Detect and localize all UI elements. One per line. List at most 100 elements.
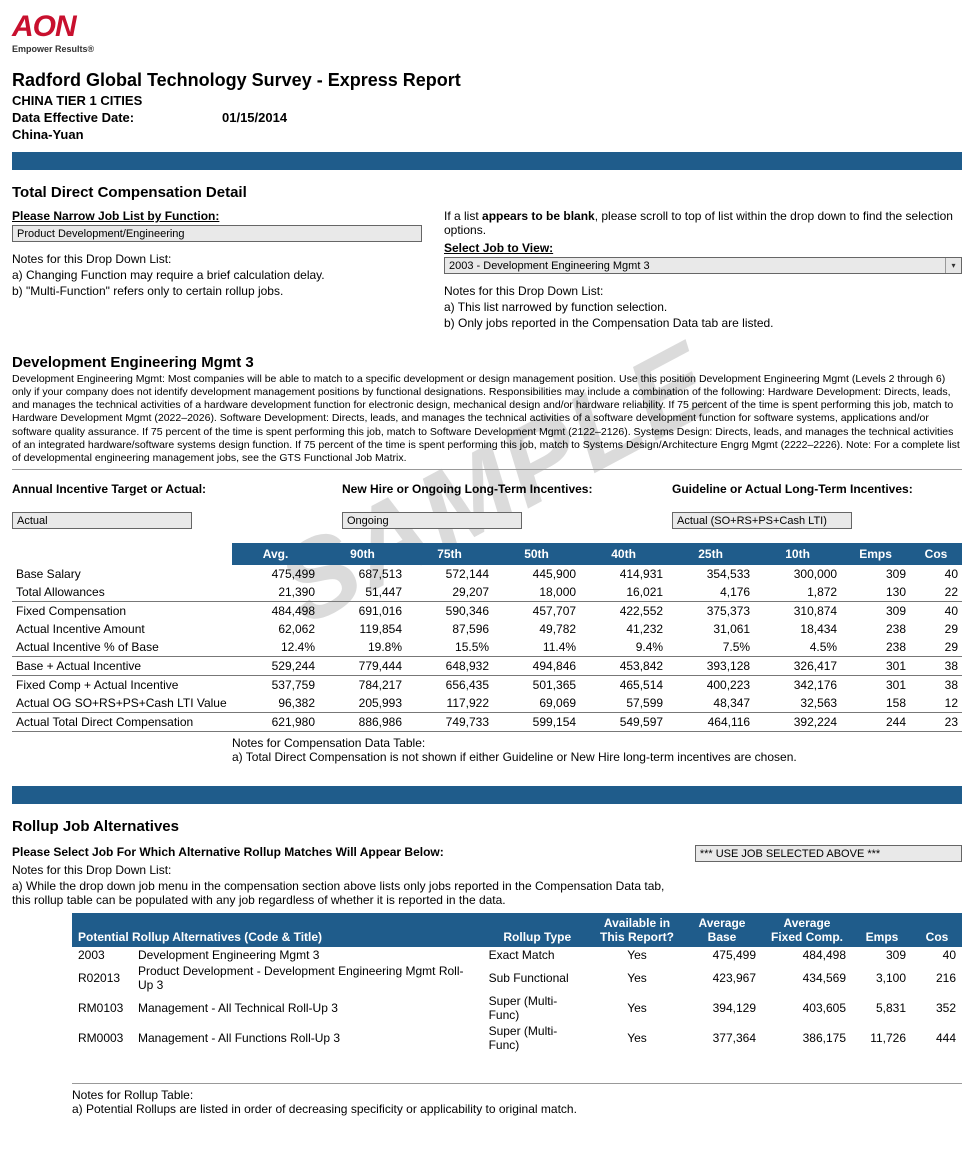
comp-cell: 309 [841, 601, 910, 620]
comp-cell: 158 [841, 694, 910, 713]
hint-bold: appears to be blank [482, 209, 595, 223]
comp-cell: 590,346 [406, 601, 493, 620]
function-filter-label: Please Narrow Job List by Function: [12, 209, 422, 223]
rollup-cell: 444 [912, 1023, 962, 1053]
comp-cell: 238 [841, 620, 910, 638]
job-select[interactable]: 2003 - Development Engineering Mgmt 3 ▾ [444, 257, 962, 274]
rollup-cell: Product Development - Development Engine… [132, 963, 483, 993]
comp-cell: 11.4% [493, 638, 580, 657]
comp-cell: 393,128 [667, 656, 754, 675]
comp-cell: 29 [910, 620, 962, 638]
comp-cell: 691,016 [319, 601, 406, 620]
rollup-select-note: a) While the drop down job menu in the c… [12, 879, 665, 907]
rollup-cell: 394,129 [682, 993, 762, 1023]
rollup-cell: 352 [912, 993, 962, 1023]
rollup-cell: Sub Functional [483, 963, 592, 993]
table-row: 2003Development Engineering Mgmt 3Exact … [72, 947, 962, 963]
comp-th: 50th [493, 543, 580, 565]
rollup-cell: 40 [912, 947, 962, 963]
comp-cell: 375,373 [667, 601, 754, 620]
comp-cell: 51,447 [319, 583, 406, 602]
rollup-cell: RM0103 [72, 993, 132, 1023]
comp-row-label: Actual OG SO+RS+PS+Cash LTI Value [12, 694, 232, 713]
lti-basis-select[interactable]: Actual (SO+RS+PS+Cash LTI) [672, 512, 852, 529]
comp-cell: 18,000 [493, 583, 580, 602]
comp-row-label: Actual Incentive % of Base [12, 638, 232, 657]
effective-date-label: Data Effective Date: [12, 110, 222, 125]
rollup-cell: Super (Multi-Func) [483, 993, 592, 1023]
comp-notes-heading: Notes for Compensation Data Table: [232, 736, 962, 750]
comp-cell: 342,176 [754, 675, 841, 694]
comp-cell: 21,390 [232, 583, 319, 602]
comp-cell: 4.5% [754, 638, 841, 657]
lti-timing-label: New Hire or Ongoing Long-Term Incentives… [342, 482, 632, 496]
comp-cell: 40 [910, 565, 962, 583]
hint-text: If a list [444, 209, 482, 223]
comp-cell: 784,217 [319, 675, 406, 694]
rollup-job-select[interactable]: *** USE JOB SELECTED ABOVE *** [695, 845, 962, 862]
function-filter-select[interactable]: Product Development/Engineering [12, 225, 422, 242]
comp-cell: 57,599 [580, 694, 667, 713]
comp-cell: 15.5% [406, 638, 493, 657]
comp-cell: 445,900 [493, 565, 580, 583]
comp-row-label: Fixed Compensation [12, 601, 232, 620]
lti-basis-label: Guideline or Actual Long-Term Incentives… [672, 482, 962, 496]
comp-cell: 31,061 [667, 620, 754, 638]
rollup-cell: 11,726 [852, 1023, 912, 1053]
comp-cell: 96,382 [232, 694, 319, 713]
comp-cell: 130 [841, 583, 910, 602]
rollup-cell: Yes [592, 1023, 682, 1053]
comp-cell: 4,176 [667, 583, 754, 602]
rollup-th-type: Rollup Type [483, 913, 592, 947]
comp-row-label: Total Allowances [12, 583, 232, 602]
rollup-cell: Yes [592, 993, 682, 1023]
comp-cell: 621,980 [232, 712, 319, 731]
comp-th: Emps [841, 543, 910, 565]
incentive-type-select[interactable]: Actual [12, 512, 192, 529]
comp-th [12, 543, 232, 565]
function-notes-heading: Notes for this Drop Down List: [12, 252, 422, 266]
comp-cell: 599,154 [493, 712, 580, 731]
report-region: CHINA TIER 1 CITIES [12, 93, 962, 108]
dropdown-icon[interactable]: ▾ [945, 258, 961, 273]
comp-cell: 12.4% [232, 638, 319, 657]
comp-cell: 12 [910, 694, 962, 713]
comp-cell: 7.5% [667, 638, 754, 657]
function-note: a) Changing Function may require a brief… [12, 268, 422, 282]
rollup-cell: 386,175 [762, 1023, 852, 1053]
comp-cell: 49,782 [493, 620, 580, 638]
comp-cell: 244 [841, 712, 910, 731]
rollup-cell: 377,364 [682, 1023, 762, 1053]
rollup-cell: Yes [592, 947, 682, 963]
comp-cell: 301 [841, 675, 910, 694]
rollup-th-base: Average Base [682, 913, 762, 947]
comp-th: 25th [667, 543, 754, 565]
comp-row-label: Fixed Comp + Actual Incentive [12, 675, 232, 694]
report-currency: China-Yuan [12, 127, 962, 142]
comp-cell: 648,932 [406, 656, 493, 675]
job-select-label: Select Job to View: [444, 241, 962, 255]
comp-cell: 117,922 [406, 694, 493, 713]
comp-cell: 779,444 [319, 656, 406, 675]
rollup-cell: 2003 [72, 947, 132, 963]
rollup-cell: 475,499 [682, 947, 762, 963]
rollup-th-cos: Cos [912, 913, 962, 947]
comp-cell: 19.8% [319, 638, 406, 657]
rollup-cell: 403,605 [762, 993, 852, 1023]
lti-timing-select[interactable]: Ongoing [342, 512, 522, 529]
comp-cell: 87,596 [406, 620, 493, 638]
comp-row-label: Base Salary [12, 565, 232, 583]
comp-cell: 656,435 [406, 675, 493, 694]
comp-cell: 475,499 [232, 565, 319, 583]
logo-text: AON [12, 10, 962, 44]
rollup-cell: Exact Match [483, 947, 592, 963]
comp-cell: 22 [910, 583, 962, 602]
comp-cell: 238 [841, 638, 910, 657]
comp-cell: 400,223 [667, 675, 754, 694]
comp-row-label: Actual Total Direct Compensation [12, 712, 232, 731]
table-row: RM0103Management - All Technical Roll-Up… [72, 993, 962, 1023]
comp-cell: 537,759 [232, 675, 319, 694]
comp-cell: 69,069 [493, 694, 580, 713]
rollup-cell: Super (Multi-Func) [483, 1023, 592, 1053]
comp-cell: 309 [841, 565, 910, 583]
